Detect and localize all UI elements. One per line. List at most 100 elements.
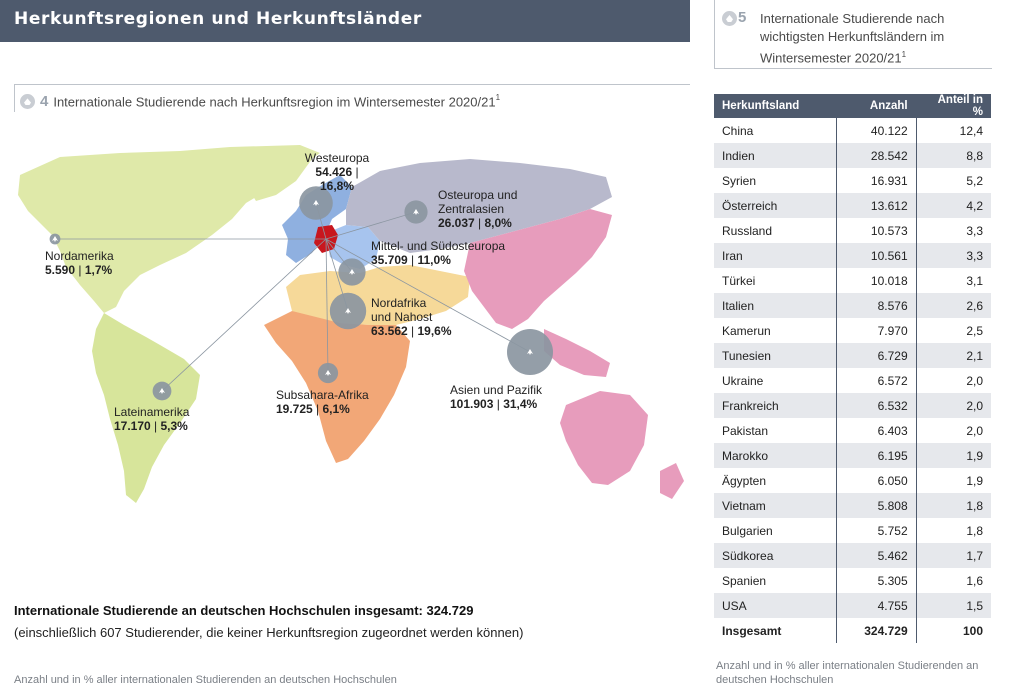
table-header-row: Herkunftsland Anzahl Anteil in % — [714, 94, 991, 118]
bubble-icon-nordafrika — [345, 308, 351, 314]
table-row: Indien 28.542 8,8 — [714, 143, 991, 168]
cell-share: 5,2 — [915, 168, 991, 193]
region-percent: 5,3% — [160, 419, 188, 433]
label-subsahara: Subsahara-Afrika 19.725 | 6,1% — [276, 388, 369, 416]
region-name: Westeuropa — [304, 151, 370, 165]
world-map — [18, 145, 684, 503]
table-body: China 40.122 12,4 Indien 28.542 8,8 Syrien 16.9… — [714, 118, 991, 643]
table-row: Pakistan 6.403 2,0 — [714, 418, 991, 443]
cell-count: 28.542 — [836, 143, 917, 168]
cell-share: 1,8 — [915, 493, 991, 518]
table-row: Spanien 5.305 1,6 — [714, 568, 991, 593]
figure5-title: 5 Internationale Studierende nach wichti… — [722, 9, 982, 67]
figure-icon — [20, 94, 35, 110]
figure4-rule — [14, 84, 690, 85]
cell-country: Ägypten — [714, 468, 837, 493]
cell-count: 10.018 — [836, 268, 917, 293]
cell-country: Österreich — [714, 193, 837, 218]
figure4-title-text: Internationale Studierende nach Herkunft… — [53, 94, 496, 110]
region-percent: 11,0% — [417, 253, 451, 267]
cell-country: Indien — [714, 143, 837, 168]
region-count: 5.590 — [45, 263, 76, 277]
cell-country: Spanien — [714, 568, 837, 593]
figure4-number: 4 — [40, 93, 49, 111]
cell-country: Pakistan — [714, 418, 837, 443]
region-subsahara — [264, 311, 410, 463]
column-header-count: Anzahl — [836, 94, 917, 118]
cell-share: 1,6 — [915, 568, 991, 593]
cell-share: 2,5 — [915, 318, 991, 343]
cell-count: 6.532 — [836, 393, 917, 418]
cell-count: 5.752 — [836, 518, 917, 543]
figure4-title: 4 Internationale Studierende nach Herkunf… — [20, 93, 500, 110]
region-name: Subsahara-Afrika — [276, 388, 369, 402]
cell-country: Italien — [714, 293, 837, 318]
cell-total-count: 324.729 — [836, 618, 917, 643]
table-row: Marokko 6.195 1,9 — [714, 443, 991, 468]
column-header-share: Anteil in % — [915, 94, 991, 118]
cell-count: 40.122 — [836, 118, 917, 143]
footnote-left: Anzahl und in % aller internationalen St… — [14, 674, 397, 686]
table-row: Südkorea 5.462 1,7 — [714, 543, 991, 568]
region-groenland — [236, 149, 312, 201]
figure5-footnote-mark: 1 — [901, 50, 907, 59]
cell-count: 6.572 — [836, 368, 917, 393]
cell-country: Bulgarien — [714, 518, 837, 543]
figure5-number: 5 — [738, 9, 747, 26]
cell-share: 3,3 — [915, 218, 991, 243]
region-percent: 1,7% — [84, 263, 113, 277]
cell-share: 2,0 — [915, 368, 991, 393]
figure4-rule-vertical — [14, 84, 15, 112]
cell-count: 16.931 — [836, 168, 917, 193]
cell-share: 2,0 — [915, 393, 991, 418]
region-count: 101.903 — [450, 397, 494, 411]
region-name: Nordamerika — [45, 249, 114, 263]
cell-total-label: Insgesamt — [714, 618, 837, 643]
region-count: 63.562 — [371, 324, 408, 338]
bubble-icon-subsahara — [325, 370, 331, 376]
figure5-box — [714, 0, 992, 69]
cell-count: 5.305 — [836, 568, 917, 593]
cell-country: Ukraine — [714, 368, 837, 393]
cell-share: 4,2 — [915, 193, 991, 218]
region-percent: 19,6% — [417, 324, 452, 338]
bubble-icon-osteuropa — [413, 209, 419, 215]
region-bubbles — [49, 186, 553, 401]
cell-country: China — [714, 118, 837, 143]
cell-share: 3,3 — [915, 243, 991, 268]
bubble-icon-lateinamerika — [159, 388, 165, 394]
bubble-icon-westeuropa — [313, 200, 319, 206]
total-note: (einschließlich 607 Studierender, die ke… — [14, 625, 524, 640]
cell-count: 10.561 — [836, 243, 917, 268]
cell-share: 12,4 — [915, 118, 991, 143]
cell-share: 2,1 — [915, 343, 991, 368]
table-row: Türkei 10.018 3,1 — [714, 268, 991, 293]
cell-country: Tunesien — [714, 343, 837, 368]
cell-country: Kamerun — [714, 318, 837, 343]
region-mitteleuropa — [326, 225, 380, 269]
region-osteuropa — [346, 159, 612, 253]
footnote-right: Anzahl und in % aller internationalen St… — [716, 660, 979, 686]
cell-country: Russland — [714, 218, 837, 243]
table-row: Kamerun 7.970 2,5 — [714, 318, 991, 343]
table-row: Frankreich 6.532 2,0 — [714, 393, 991, 418]
table-row: USA 4.755 1,5 — [714, 593, 991, 618]
page-title: Herkunftsregionen und Herkunftsländer — [14, 9, 422, 29]
total-line: Internationale Studierende an deutschen … — [14, 603, 474, 618]
cell-count: 10.573 — [836, 218, 917, 243]
region-count: 19.725 — [276, 402, 313, 416]
cell-share: 1,9 — [915, 443, 991, 468]
region-name: Nordafrika und Nahost — [371, 296, 433, 324]
cell-share: 2,0 — [915, 418, 991, 443]
label-mitteleuropa: Mittel- und Südosteuropa 35.709 | 11,0% — [371, 239, 506, 267]
region-percent: 8,0% — [484, 216, 512, 230]
region-count: 35.709 — [371, 253, 408, 267]
label-westeuropa: Westeuropa 54.426 | 16,8% — [304, 151, 370, 193]
table-row: Syrien 16.931 5,2 — [714, 168, 991, 193]
region-percent: 16,8% — [319, 179, 355, 193]
country-table: Herkunftsland Anzahl Anteil in % China 40… — [714, 94, 991, 643]
cell-share: 1,8 — [915, 518, 991, 543]
region-suedostasien — [544, 329, 610, 377]
label-nordamerika: Nordamerika 5.590 | 1,7% — [45, 249, 114, 277]
connector-osteuropa — [325, 211, 417, 240]
